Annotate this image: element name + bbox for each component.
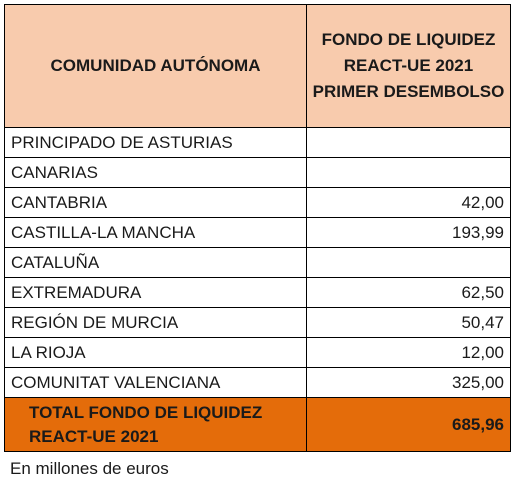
row-name: COMUNITAT VALENCIANA bbox=[4, 367, 307, 398]
row-value: 325,00 bbox=[306, 367, 511, 398]
table-header-row: COMUNIDAD AUTÓNOMA FONDO DE LIQUIDEZ REA… bbox=[4, 4, 511, 128]
row-value bbox=[306, 247, 511, 278]
liquidity-fund-table: COMUNIDAD AUTÓNOMA FONDO DE LIQUIDEZ REA… bbox=[4, 4, 511, 452]
table-row: COMUNITAT VALENCIANA 325,00 bbox=[4, 367, 511, 398]
row-name: CASTILLA-LA MANCHA bbox=[4, 217, 307, 248]
row-value: 50,47 bbox=[306, 307, 511, 338]
row-value: 62,50 bbox=[306, 277, 511, 308]
row-value: 12,00 bbox=[306, 337, 511, 368]
row-name: CATALUÑA bbox=[4, 247, 307, 278]
table-row: PRINCIPADO DE ASTURIAS bbox=[4, 127, 511, 158]
header-fondo-liquidez: FONDO DE LIQUIDEZ REACT-UE 2021 PRIMER D… bbox=[306, 4, 511, 128]
units-note: En millones de euros bbox=[10, 459, 169, 478]
total-label: TOTAL FONDO DE LIQUIDEZ REACT-UE 2021 bbox=[4, 397, 307, 452]
total-row: TOTAL FONDO DE LIQUIDEZ REACT-UE 2021 68… bbox=[4, 397, 511, 452]
row-name: PRINCIPADO DE ASTURIAS bbox=[4, 127, 307, 158]
table-row: CATALUÑA bbox=[4, 247, 511, 278]
row-value: 42,00 bbox=[306, 187, 511, 218]
total-value: 685,96 bbox=[306, 397, 511, 452]
table-row: CANTABRIA 42,00 bbox=[4, 187, 511, 218]
row-value: 193,99 bbox=[306, 217, 511, 248]
row-name: REGIÓN DE MURCIA bbox=[4, 307, 307, 338]
row-name: LA RIOJA bbox=[4, 337, 307, 368]
table-row: EXTREMADURA 62,50 bbox=[4, 277, 511, 308]
table-row: LA RIOJA 12,00 bbox=[4, 337, 511, 368]
row-value bbox=[306, 127, 511, 158]
table-row: CANARIAS bbox=[4, 157, 511, 188]
row-value bbox=[306, 157, 511, 188]
row-name: CANARIAS bbox=[4, 157, 307, 188]
header-comunidad: COMUNIDAD AUTÓNOMA bbox=[4, 4, 307, 128]
table-row: CASTILLA-LA MANCHA 193,99 bbox=[4, 217, 511, 248]
row-name: EXTREMADURA bbox=[4, 277, 307, 308]
table-row: REGIÓN DE MURCIA 50,47 bbox=[4, 307, 511, 338]
row-name: CANTABRIA bbox=[4, 187, 307, 218]
